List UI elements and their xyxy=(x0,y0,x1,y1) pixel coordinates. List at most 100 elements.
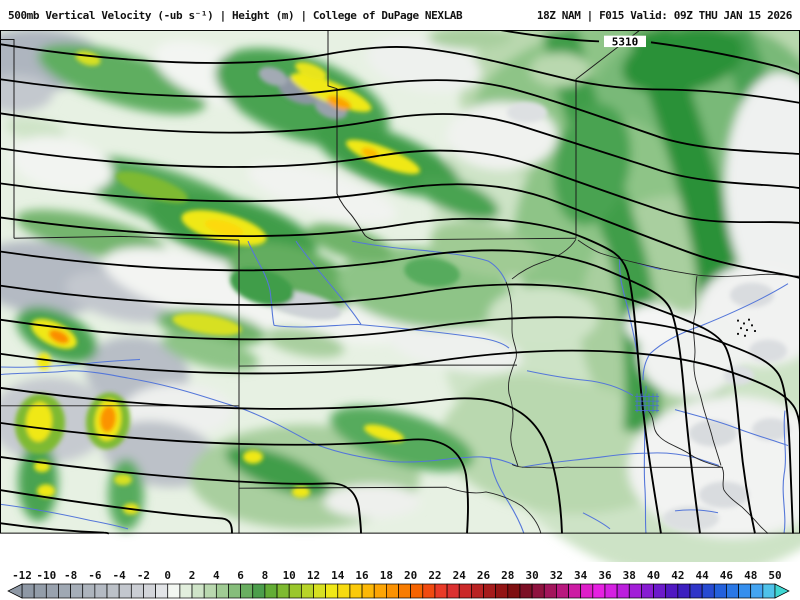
colorbar-segment xyxy=(179,583,193,599)
colorbar-segment xyxy=(82,583,96,599)
colorbar-tick-label: -10 xyxy=(36,569,56,582)
weather-map: 5310 xyxy=(0,30,800,562)
colorbar-segment xyxy=(240,583,254,599)
colorbar-segment xyxy=(300,583,314,599)
colorbar-segment xyxy=(628,583,642,599)
colorbar-tick-label: 46 xyxy=(720,569,734,582)
colorbar-tick-label: 36 xyxy=(598,569,612,582)
colorbar-segment xyxy=(94,583,108,599)
colorbar-segment xyxy=(592,583,606,599)
colorbar-segment xyxy=(264,583,278,599)
colorbar-tick-label: 42 xyxy=(671,569,684,582)
colorbar-arrow xyxy=(774,583,790,599)
colorbar-segment xyxy=(228,583,241,599)
colorbar: -12 -10 -8 -6 -4 -2 0 2 4 6 8 10 12 14 16 18 20 22 24 26 28 3… xyxy=(0,562,800,600)
colorbar-segment xyxy=(531,583,545,599)
colorbar-segment xyxy=(45,583,59,599)
colorbar-tick-label: -8 xyxy=(64,569,77,582)
colorbar-segment xyxy=(349,583,363,599)
colorbar-tick-label: 10 xyxy=(283,569,296,582)
colorbar-segment xyxy=(568,583,582,599)
colorbar-segment xyxy=(155,583,169,599)
height-contours xyxy=(0,30,800,535)
colorbar-segment xyxy=(337,583,351,599)
colorbar-tick-label: 30 xyxy=(525,569,538,582)
contour-label-5310: 5310 xyxy=(612,36,638,49)
colorbar-segment xyxy=(33,583,47,599)
colorbar-tick-label: 32 xyxy=(550,569,563,582)
colorbar-tick-label: 18 xyxy=(380,569,393,582)
colorbar-segment xyxy=(167,583,181,599)
colorbar-segment xyxy=(738,583,752,599)
colorbar-tick-label: 12 xyxy=(307,569,320,582)
colorbar-segment xyxy=(313,583,326,599)
titlebar: 500mb Vertical Velocity (-ub s⁻¹) | Heig… xyxy=(0,0,800,30)
colorbar-tick-label: 4 xyxy=(213,569,220,582)
colorbar-tick-label: 0 xyxy=(164,569,171,582)
colorbar-tick-label: 44 xyxy=(696,569,710,582)
colorbar-segment xyxy=(215,583,229,599)
colorbar-tick-label: 22 xyxy=(428,569,441,582)
colorbar-segment xyxy=(641,583,654,599)
city-grid-icon xyxy=(635,385,659,413)
colorbar-segment xyxy=(386,583,399,599)
colorbar-tick-label: -2 xyxy=(137,569,150,582)
colorbar-tick-label: -4 xyxy=(113,569,127,582)
colorbar-tick-label: 28 xyxy=(501,569,514,582)
colorbar-segment xyxy=(118,583,132,599)
chart-title: 500mb Vertical Velocity (-ub s⁻¹) | Heig… xyxy=(8,8,463,22)
colorbar-segment xyxy=(446,583,460,599)
river-borders xyxy=(446,238,800,534)
colorbar-segment xyxy=(556,583,569,599)
colorbar-tick-label: 48 xyxy=(744,569,757,582)
colorbar-tick-label: 34 xyxy=(574,569,588,582)
colorbar-segment xyxy=(713,583,727,599)
map-svg: 5310 xyxy=(0,30,800,562)
colorbar-svg: -12 -10 -8 -6 -4 -2 0 2 4 6 8 10 12 14 16 18 20 22 24 26 28 3… xyxy=(7,569,790,599)
colorbar-segment xyxy=(434,583,448,599)
colorbar-segment xyxy=(106,583,120,599)
contour-label-group: 5310 xyxy=(604,35,646,49)
colorbar-tick-label: 20 xyxy=(404,569,417,582)
colorbar-segment xyxy=(410,583,424,599)
colorbar-segment xyxy=(701,583,715,599)
colorbar-segment xyxy=(203,583,217,599)
city-dots xyxy=(737,318,756,337)
colorbar-tick-label: 26 xyxy=(477,569,491,582)
colorbar-segment xyxy=(507,583,521,599)
colorbar-segment xyxy=(580,583,594,599)
colorbar-segment xyxy=(422,583,436,599)
colorbar-segment xyxy=(130,583,144,599)
colorbar-segment xyxy=(191,583,205,599)
colorbar-tick-label: 50 xyxy=(768,569,781,582)
colorbar-segment xyxy=(750,583,764,599)
colorbar-tick-label: 14 xyxy=(331,569,345,582)
colorbar-arrow xyxy=(7,583,23,599)
colorbar-segment xyxy=(665,583,679,599)
colorbar-segment xyxy=(483,583,497,599)
model-valid-info: 18Z NAM | F015 Valid: 09Z THU JAN 15 202… xyxy=(536,8,793,22)
colorbar-segment xyxy=(143,583,156,599)
contour-label-halo xyxy=(604,35,646,48)
colorbar-segment xyxy=(21,583,35,599)
colorbar-segment xyxy=(361,583,375,599)
rivers xyxy=(0,240,789,534)
colorbar-tick-label: 38 xyxy=(623,569,636,582)
colorbar-tick-label: 40 xyxy=(647,569,660,582)
colorbar-segment xyxy=(616,583,630,599)
colorbar-segment xyxy=(689,583,703,599)
colorbar-tick-label: 6 xyxy=(237,569,244,582)
colorbar-segment xyxy=(325,583,339,599)
colorbar-segment xyxy=(762,583,776,599)
colorbar-tick-label: -12 xyxy=(12,569,32,582)
colorbar-segment xyxy=(495,583,509,599)
colorbar-segment xyxy=(458,583,472,599)
colorbar-segment xyxy=(604,583,618,599)
colorbar-tick-label: 8 xyxy=(262,569,269,582)
colorbar-tick-label: 2 xyxy=(189,569,196,582)
colorbar-segment xyxy=(677,583,691,599)
colorbar-segment xyxy=(288,583,302,599)
colorbar-segment xyxy=(373,583,387,599)
colorbar-segment xyxy=(543,583,557,599)
colorbar-segment xyxy=(58,583,71,599)
